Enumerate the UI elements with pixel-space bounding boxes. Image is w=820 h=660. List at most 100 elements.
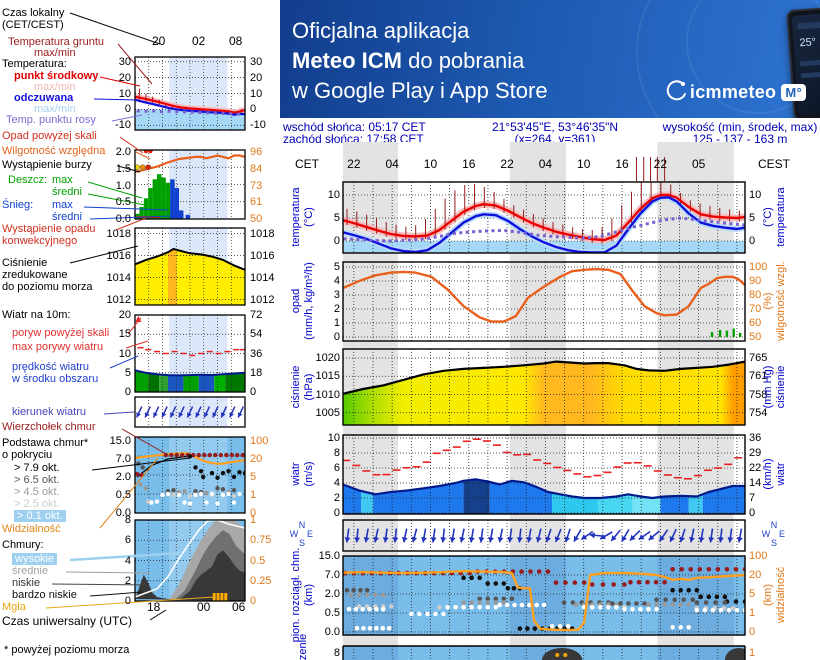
legend-mini-charts [45,12,246,621]
legend-wiatr-na-10m-: Wiatr na 10m: [2,309,71,321]
legend-max-min: max/min [34,47,76,59]
ytick-left: 10 [327,432,340,444]
ytick-left: 2 [333,303,340,315]
mini-ytick: 0 [124,103,131,116]
ytick-left: 0.5 [324,607,340,619]
ytick-left: 0 [333,331,340,343]
ytick-right: 758 [749,388,768,401]
timezone-left-label: CET [295,157,319,171]
mini-ytick: 15.0 [109,435,131,447]
legend-kierunek-wiatru: kierunek wiatru [12,406,86,418]
mini-ytick: 100 [250,435,269,447]
legend-czas-uniwersalny-utc-: Czas uniwersalny (UTC) [2,614,133,628]
ytick-right: 14 [749,477,762,489]
axis-title: (km) widzialność [762,566,787,624]
mini-ytick: 2 [124,574,131,587]
axis-title: zachmurzenie [290,583,316,660]
mini-ytick: 8 [124,514,131,526]
ytick-right: 761 [749,370,768,383]
svg-text:S: S [771,538,777,548]
mini-ytick: 72 [250,309,263,321]
ytick-right: 50 [749,331,762,343]
mini-ytick: 5 [250,471,257,483]
mini-ytick: 61 [250,196,263,209]
legend-opad-powy-ej-skali: Opad powyżej skali [2,130,97,142]
mini-ytick: 0.0 [115,507,131,519]
ytick-right: 7 [749,492,756,504]
mini-ytick: -10 [115,119,131,131]
mini-ytick: 20 [250,453,263,465]
mini-ytick: 20 [118,309,131,321]
svg-text:W: W [290,529,299,539]
icmmeteo-logo: icmmeteo M° [666,80,806,103]
mini-ytick: 10 [250,87,263,100]
time-tick-22: 22 [500,157,514,171]
legend-mg-a: Mgła [2,601,26,613]
legend-wysokie: wysokie [12,553,58,565]
coords-text: 21°53'45"E, 53°46'35"N [491,120,619,134]
ytick-right: 29 [749,447,762,459]
legend-do-poziomu-morza: do poziomu morza [2,281,93,293]
time-tick-04: 04 [538,157,553,171]
mini-ytick: 5 [124,366,131,379]
banner-line1: Oficjalna aplikacja [292,18,470,43]
ytick-right: 0 [749,507,756,519]
legend-max-min: max/min [34,81,76,93]
legend-czas-lokalny: Czas lokalny [2,7,65,19]
ytick-right: 754 [749,406,768,419]
ytick-left: 2.0 [324,588,340,600]
legend--rednie: średnie [12,565,49,577]
banner-app-name: Meteo ICM [292,48,402,73]
time-tick-16: 16 [615,157,629,171]
legend-konwekcyjnego: konwekcyjnego [2,235,78,247]
legend-bardzo-niskie: bardzo niskie [12,589,77,601]
ytick-left: 2 [333,492,340,504]
ytick-right: 0 [749,235,756,247]
legend-wyst-pienie-burzy: Wystąpienie burzy [2,159,92,171]
mini-ytick: 0 [250,507,257,519]
mini-ytick: -10 [250,119,266,131]
mini-time-bottom: 00 [197,600,211,614]
logo-swoosh-icon [666,80,686,101]
mini-ytick: 1016 [250,249,275,262]
mini-time-top: 02 [192,34,206,48]
mini-ytick: 1014 [250,271,275,284]
legend--nieg-: Śnieg: [2,199,34,211]
ytick-left: 8 [333,647,340,659]
mini-ytick: 0 [250,103,257,116]
mini-ytick: 0 [250,386,257,398]
ytick-left: 3 [333,289,340,301]
mini-ytick: 6 [124,534,131,547]
svg-text:N: N [771,520,778,530]
mini-ytick: 1012 [250,293,275,306]
mini-ytick: 4 [124,554,131,567]
ytick-right: 5 [749,212,756,224]
ytick-right: 60 [749,317,762,329]
ytick-left: 6 [333,462,340,474]
ytick-left: 5 [333,261,340,273]
legend-max: max [52,174,73,186]
mini-ytick: 0.5 [115,489,131,501]
app-promo-banner[interactable]: Oficjalna aplikacja Meteo ICM do pobrani… [280,0,820,118]
mini-ytick: 36 [250,347,263,360]
mini-ytick: 7.0 [115,453,131,465]
ytick-left: 5 [333,212,340,224]
ytick-right: 1 [749,607,756,619]
legend--powy-ej-poziomu-morza: * powyżej poziomu morza [4,644,130,656]
legend--4-5-okt-: > 4.5 okt. [14,486,60,498]
ytick-left: 4 [333,477,340,489]
mini-ytick: 1 [250,514,257,526]
mini-ytick: 84 [250,162,263,175]
legend-temperatura-: Temperatura: [2,58,67,70]
decor-ring [636,0,820,118]
mini-ytick: 18 [250,366,263,379]
svg-text:S: S [299,538,305,548]
mini-ytick: 2.0 [115,471,131,483]
mini-ytick: 1016 [106,249,131,262]
legend-temperatura-gruntu: Temperatura gruntu [8,36,104,48]
legend-max-min: max/min [34,103,76,115]
time-tick-04: 04 [385,157,399,171]
